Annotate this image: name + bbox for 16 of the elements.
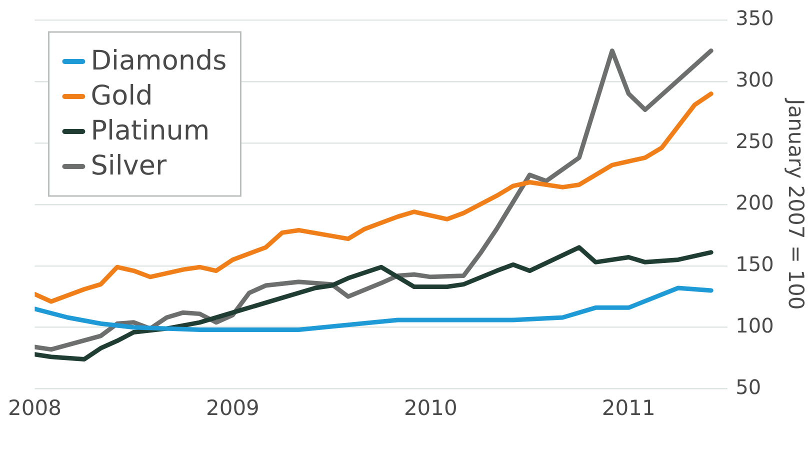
y-tick-label: 50 bbox=[736, 375, 762, 400]
y-tick-label: 250 bbox=[736, 129, 774, 154]
y-tick-label: 150 bbox=[736, 252, 774, 276]
legend-label: Platinum bbox=[90, 116, 210, 147]
x-tick-label: 2011 bbox=[602, 396, 656, 420]
y-tick-label: 200 bbox=[736, 190, 774, 215]
y-tick-label: 350 bbox=[736, 6, 774, 30]
legend-label: Silver bbox=[90, 150, 168, 182]
x-tick-label: 2008 bbox=[8, 396, 62, 420]
legend-label: Diamonds bbox=[90, 46, 227, 77]
legend-label: Gold bbox=[90, 80, 153, 112]
y-axis-title: January 2007 = 100 bbox=[784, 97, 808, 310]
x-tick-label: 2009 bbox=[206, 396, 260, 420]
x-tick-label: 2010 bbox=[404, 396, 458, 420]
y-tick-label: 100 bbox=[736, 314, 774, 338]
y-tick-label: 300 bbox=[736, 68, 774, 92]
